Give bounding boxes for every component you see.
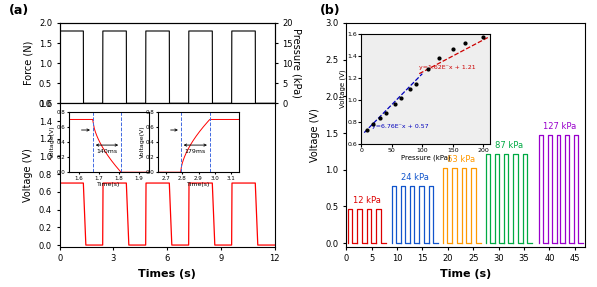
Text: 12 kPa: 12 kPa: [353, 196, 380, 205]
X-axis label: Times (s): Times (s): [139, 269, 196, 279]
Text: y=1.62E⁻x + 1.21: y=1.62E⁻x + 1.21: [419, 65, 476, 70]
X-axis label: Time (s): Time (s): [440, 269, 491, 279]
Text: 24 kPa: 24 kPa: [401, 173, 429, 182]
X-axis label: Time(s): Time(s): [97, 182, 121, 187]
Text: 140ms: 140ms: [96, 149, 118, 154]
Text: 87 kPa: 87 kPa: [495, 141, 523, 150]
Text: 179ms: 179ms: [184, 149, 206, 154]
Text: y=6.76E⁻x + 0.57: y=6.76E⁻x + 0.57: [372, 124, 429, 129]
Y-axis label: Voltage (V): Voltage (V): [23, 148, 33, 202]
Y-axis label: Voltage(V): Voltage(V): [50, 126, 55, 158]
Y-axis label: Voltage(V): Voltage(V): [140, 126, 144, 158]
Text: 127 kPa: 127 kPa: [543, 122, 576, 131]
Text: (a): (a): [9, 4, 29, 17]
Y-axis label: Pressure (kPa): Pressure (kPa): [291, 28, 301, 98]
Y-axis label: Force (N): Force (N): [23, 41, 33, 85]
Text: (b): (b): [319, 4, 340, 17]
Text: 63 kPa: 63 kPa: [447, 156, 475, 164]
Y-axis label: Voltage (V): Voltage (V): [339, 70, 346, 108]
Y-axis label: Voltage (V): Voltage (V): [310, 108, 320, 162]
X-axis label: Pressure (kPa): Pressure (kPa): [401, 154, 450, 160]
X-axis label: Time(s): Time(s): [187, 182, 210, 187]
